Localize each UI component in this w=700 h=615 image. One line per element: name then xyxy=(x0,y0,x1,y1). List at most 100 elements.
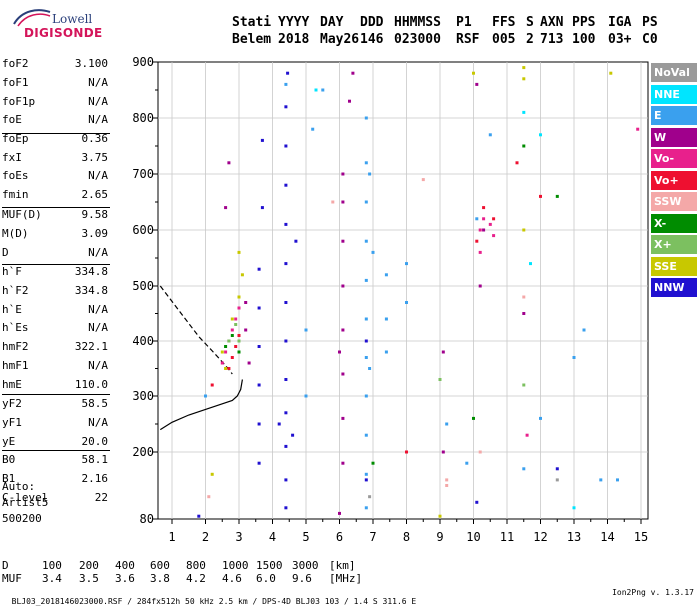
y-tick-label: 400 xyxy=(132,334,154,348)
auto-label: Auto: xyxy=(2,480,36,493)
echo-point-nnw xyxy=(284,262,288,266)
echo-point-w xyxy=(522,312,526,315)
y-tick-label: 700 xyxy=(132,167,154,181)
header-label-2: DAY xyxy=(320,15,344,30)
echo-point-x xyxy=(237,350,241,354)
param-row: foEs N/A xyxy=(2,169,108,183)
echo-point-sse xyxy=(522,228,526,232)
echo-point-vo xyxy=(515,161,519,165)
y-tick-label: 80 xyxy=(140,512,154,526)
echo-point-vo xyxy=(227,367,231,370)
echo-point-w xyxy=(341,461,345,465)
param-row: yF1 N/A xyxy=(2,416,108,430)
echo-point-ssw xyxy=(478,450,482,454)
x-tick-label: 8 xyxy=(403,530,410,544)
echo-point-nnw xyxy=(257,345,261,348)
echo-point-w xyxy=(338,350,341,354)
param-value: N/A xyxy=(88,359,108,372)
echo-point-vo xyxy=(478,228,482,232)
echo-point-sse xyxy=(237,295,241,299)
echo-point-vo xyxy=(539,194,542,198)
echo-point-w xyxy=(441,350,445,354)
x-tick-label: 2 xyxy=(202,530,209,544)
plot-frame xyxy=(157,61,649,520)
header-label-10: IGA xyxy=(608,15,632,30)
param-label: foEp xyxy=(2,132,29,145)
param-value: 22 xyxy=(94,491,108,504)
muf-cell: 9.6 xyxy=(292,572,312,585)
echo-point-ssw xyxy=(421,178,425,182)
x-tick-label: 15 xyxy=(634,530,648,544)
param-row: h`F 334.8 xyxy=(2,265,108,279)
echo-point-e xyxy=(475,217,479,221)
echo-point-vo xyxy=(237,334,241,337)
echo-point-ssw xyxy=(522,295,526,299)
echo-point-nnw xyxy=(260,206,264,210)
param-label: yE xyxy=(2,435,16,448)
echo-point-ssw xyxy=(207,495,211,499)
echo-point-x xyxy=(227,339,231,343)
echo-point-nnw xyxy=(284,506,288,510)
echo-point-sse xyxy=(237,250,241,254)
distance-cell: 1500 xyxy=(256,559,283,572)
distance-cell: 100 xyxy=(42,559,62,572)
echo-point-ssw xyxy=(331,200,335,204)
echo-point-w xyxy=(441,450,445,454)
echo-point-vo xyxy=(492,234,496,238)
echo-point-sse xyxy=(240,273,244,277)
param-row: foEp 0.36 xyxy=(2,132,108,146)
echo-point-nnw xyxy=(284,378,288,381)
echo-point-nnw xyxy=(284,183,288,187)
x-tick-label: 13 xyxy=(567,530,581,544)
echo-point-nnw xyxy=(284,411,288,415)
distance-cell: D xyxy=(2,559,9,572)
echo-point-vo xyxy=(482,217,486,221)
x-tick-label: 14 xyxy=(600,530,614,544)
y-tick-label: 900 xyxy=(132,55,154,69)
echo-point-e xyxy=(522,467,526,471)
param-row: h`Es N/A xyxy=(2,321,108,335)
echo-point-e xyxy=(371,250,375,254)
header-value-5: RSF xyxy=(456,32,480,47)
param-label: yF1 xyxy=(2,416,22,429)
echo-point-w xyxy=(482,228,486,232)
footer-file-info: BLJ03_2018146023000.RSF / 284fx512h 50 k… xyxy=(11,597,417,606)
echo-point-w xyxy=(475,82,479,86)
param-value: N/A xyxy=(88,95,108,108)
echo-point-nnw xyxy=(284,222,288,226)
legend-item-noval: NoVal xyxy=(651,63,697,82)
header-value-11: C0 xyxy=(642,32,658,47)
profile-line-solid xyxy=(159,379,243,431)
param-row: h`F2 334.8 xyxy=(2,284,108,298)
param-value: 9.58 xyxy=(81,208,109,221)
header-label-4: HHMMSS xyxy=(394,15,441,30)
echo-point-e xyxy=(488,133,492,137)
muf-cell: 3.8 xyxy=(150,572,170,585)
header-label-3: DDD xyxy=(360,15,384,30)
param-row: foF1 N/A xyxy=(2,76,108,90)
param-value: 334.8 xyxy=(74,284,108,297)
echo-point-nnw xyxy=(284,444,288,448)
param-value: 322.1 xyxy=(74,340,108,353)
legend-item-ssw: SSW xyxy=(651,192,697,211)
x-tick-label: 11 xyxy=(500,530,514,544)
autoscaling-info: Auto: Artist5 500200 xyxy=(2,479,48,527)
echo-point-e xyxy=(616,478,619,482)
param-value: 2.65 xyxy=(81,188,109,201)
param-label: fmin xyxy=(2,188,29,201)
echo-point-e xyxy=(384,317,388,321)
echo-point-sse xyxy=(210,472,214,476)
echo-point-sse xyxy=(609,71,613,75)
echo-point-nnw xyxy=(257,383,261,387)
echo-point-e xyxy=(364,433,368,437)
header-value-2: May26 xyxy=(320,32,360,47)
legend-item-sse: SSE xyxy=(651,256,697,276)
distance-cell: [km] xyxy=(329,559,356,572)
echo-point-e xyxy=(304,328,308,332)
legend-item-e: E xyxy=(651,106,697,125)
echo-point-x xyxy=(234,323,238,326)
param-row: yE 20.0 xyxy=(2,435,108,449)
echo-point-e xyxy=(405,262,408,266)
muf-cell: 3.4 xyxy=(42,572,62,585)
param-row: hmF2 322.1 xyxy=(2,340,108,354)
